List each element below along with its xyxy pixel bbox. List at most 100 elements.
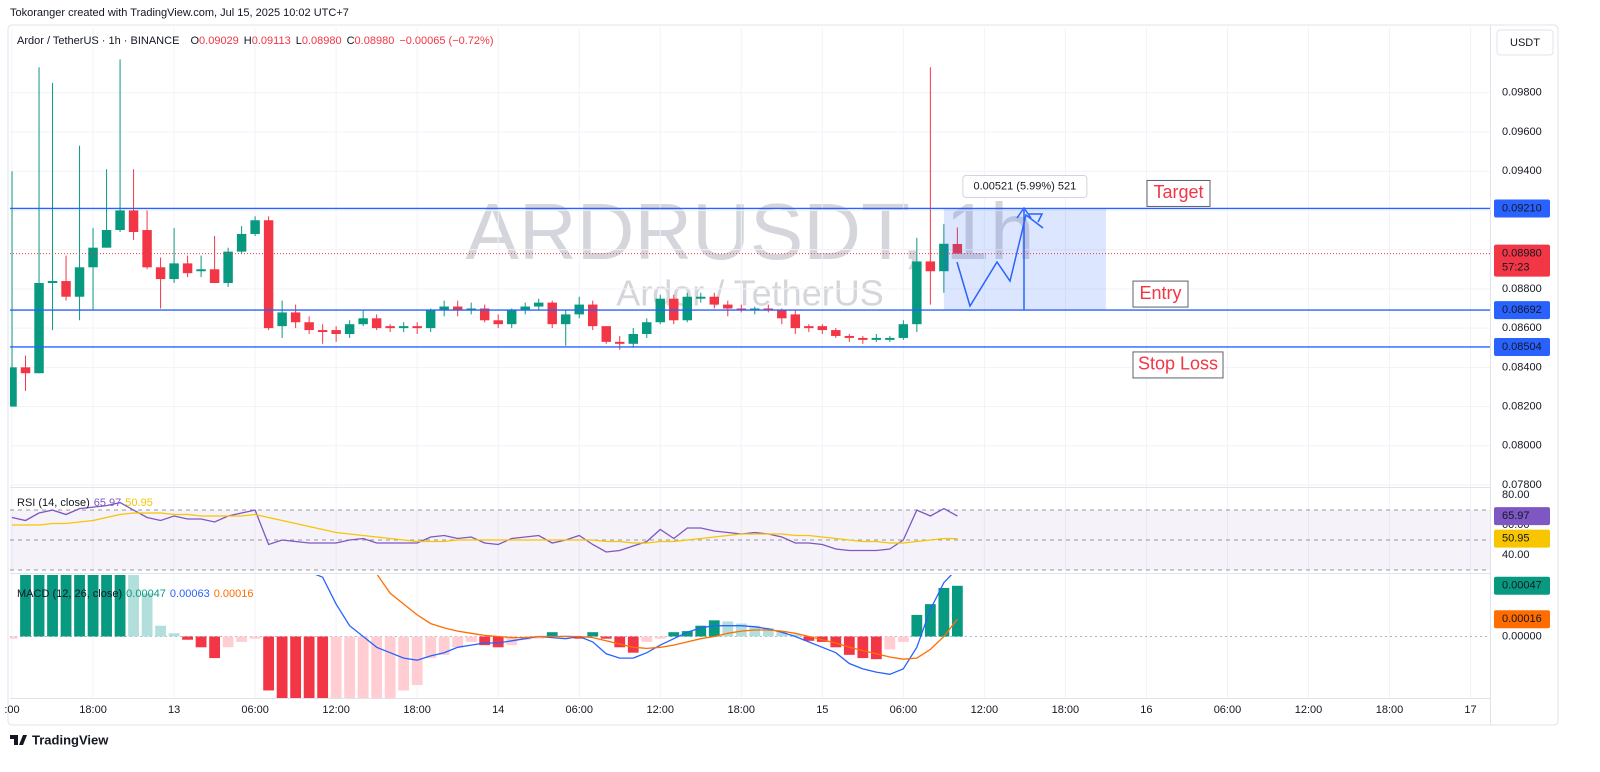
histogram-bar: [722, 621, 734, 637]
level-price-box: [1494, 199, 1550, 218]
candle-body: [128, 210, 139, 232]
arrow-head: [1029, 213, 1044, 223]
histogram-bar: [614, 636, 626, 648]
candle-body: [412, 326, 422, 329]
y-tick-label: 0.08600: [1502, 322, 1542, 334]
candle-body: [34, 283, 44, 374]
histogram-bar: [47, 575, 58, 637]
candle-body: [74, 267, 85, 297]
y-tick-label: 0.09800: [1502, 87, 1542, 99]
candle-body: [479, 308, 490, 321]
indicator-axis-value: 50.95: [1502, 533, 1530, 545]
histogram-bar: [60, 575, 72, 637]
currency[interactable]: USDT: [1510, 37, 1540, 49]
y-tick-label: 0.09400: [1502, 165, 1542, 177]
histogram-bar: [195, 636, 207, 648]
macd-line: [376, 575, 958, 660]
candle-body: [304, 322, 314, 331]
histogram-bar: [857, 636, 869, 659]
candle-body: [520, 306, 530, 311]
level-name-box: [1132, 280, 1189, 308]
candle-body: [61, 281, 71, 297]
candle-body: [777, 310, 787, 319]
candle-body: [196, 269, 206, 272]
projection-path: [956, 213, 1044, 308]
indicator-axis-value: 0.00047: [1502, 580, 1542, 592]
candle-body: [547, 302, 557, 325]
histogram-bar: [830, 636, 842, 648]
candle-body: [601, 326, 611, 342]
level-price-box: [1494, 337, 1550, 356]
candle-body: [371, 318, 382, 329]
histogram-bar: [101, 575, 112, 637]
currency-button[interactable]: [1496, 29, 1554, 56]
indicator-value: 65.97: [94, 497, 122, 509]
indicator-legend: RSI (14, close) 65.97 50.95: [17, 497, 153, 509]
histogram-bar: [533, 636, 545, 639]
y-tick-label: 0.08800: [1502, 283, 1542, 295]
indicator-axis-value-box: [1494, 529, 1550, 548]
x-tick-label: :00: [4, 704, 19, 716]
indicator-axis-value-box: [1494, 507, 1550, 526]
histogram-bar: [398, 636, 410, 691]
histogram-bar: [897, 636, 909, 642]
histogram-bar: [209, 636, 220, 659]
candle-body: [398, 326, 409, 329]
level-price: 0.08692: [1502, 304, 1542, 316]
candle-body: [912, 261, 922, 325]
candle-body: [952, 243, 963, 254]
candle-body: [709, 296, 720, 305]
x-tick-label: 18:00: [403, 704, 431, 716]
candle-body: [615, 341, 625, 344]
candle-body: [858, 337, 868, 340]
position-label-box: [962, 174, 1088, 198]
candle-body: [506, 310, 517, 325]
level-name: Stop Loss: [1138, 354, 1218, 374]
candle-body: [831, 330, 841, 336]
histogram-bar: [182, 636, 193, 640]
histogram-bar: [762, 627, 774, 637]
candle-body: [844, 335, 855, 338]
histogram-bar: [924, 604, 936, 637]
histogram-bar: [938, 587, 950, 637]
candle-body: [898, 324, 909, 338]
y-tick-label: 0.08200: [1502, 400, 1542, 412]
histogram-bar: [465, 636, 477, 642]
indicator-axis-value: 0.00016: [1502, 613, 1542, 625]
histogram-bar: [155, 625, 166, 637]
ohlc-value: 0.09029: [199, 35, 239, 47]
histogram-bar: [641, 636, 653, 642]
histogram-bar: [789, 634, 801, 637]
candle-body: [250, 220, 260, 234]
candle-body: [10, 367, 17, 407]
level-name-box: [1132, 351, 1224, 379]
x-tick-label: 06:00: [890, 704, 918, 716]
indicator-title: MACD (12, 26, close): [17, 588, 122, 600]
candle-body: [317, 330, 328, 333]
x-tick-label: 06:00: [565, 704, 593, 716]
histogram-bar: [74, 575, 85, 637]
candle-body: [88, 247, 98, 268]
indicator-value: 50.95: [125, 497, 153, 509]
candle-body: [439, 306, 449, 311]
candle-body: [425, 310, 436, 329]
histogram-bar: [141, 593, 153, 637]
candle-body: [358, 318, 368, 325]
level-name-box: [1146, 179, 1211, 207]
histogram-bar: [749, 625, 761, 637]
histogram-bar: [911, 614, 923, 637]
histogram-bar: [222, 636, 234, 648]
histogram-bar: [87, 575, 99, 637]
indicator-axis-value-box: [1494, 610, 1550, 629]
level-price: 0.09210: [1502, 202, 1542, 214]
candle-body: [223, 251, 233, 283]
histogram-bar: [681, 631, 693, 637]
candle-body: [209, 269, 220, 283]
x-tick-label: 06:00: [1214, 704, 1242, 716]
y-tick-label: 0.08000: [1502, 440, 1542, 452]
candle-body: [925, 261, 936, 272]
candle-body: [452, 306, 463, 311]
histogram-bar: [236, 636, 248, 642]
